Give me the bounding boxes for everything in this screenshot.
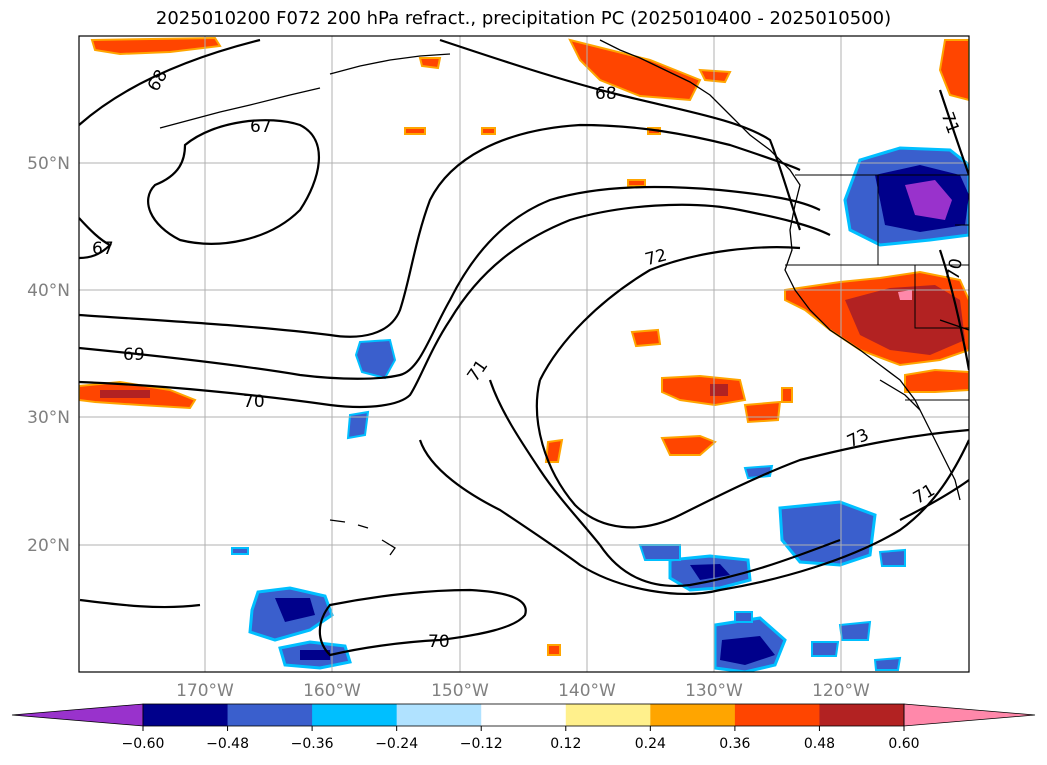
contour-label: 69 (123, 345, 145, 365)
contour-label: 68 (595, 84, 617, 104)
lon-label: 120°W (812, 681, 870, 701)
refractivity-contours (79, 38, 969, 657)
colorbar-frame (142, 703, 905, 727)
contour-label: 70 (243, 392, 265, 412)
political-borders (785, 174, 969, 401)
colorbar-segment (396, 704, 482, 726)
graticule (79, 36, 969, 672)
colorbar-tick-label: −0.48 (206, 736, 249, 752)
lat-label: 30°N (27, 408, 70, 428)
lon-label: 150°W (431, 681, 489, 701)
lon-label: 170°W (176, 681, 234, 701)
map-frame (78, 35, 970, 673)
colorbar-segment (481, 704, 567, 726)
lat-label: 20°N (27, 536, 70, 556)
lat-label: 40°N (27, 281, 70, 301)
lon-label: 140°W (558, 681, 616, 701)
lat-label: 50°N (27, 154, 70, 174)
colorbar-tick-label: 0.36 (719, 736, 750, 752)
colorbar-segment (227, 704, 313, 726)
latitude-labels: 50°N 40°N 30°N 20°N (27, 154, 70, 556)
colorbar-extend-high (903, 703, 1036, 727)
contour-label: 70 (943, 257, 966, 282)
colorbar-tick-label: 0.60 (888, 736, 919, 752)
map-background (79, 36, 969, 672)
colorbar-extend-low (11, 703, 144, 727)
contour-label: 70 (428, 632, 450, 652)
colorbar-tick-label: 0.12 (550, 736, 581, 752)
colorbar-tick-label: 0.48 (804, 736, 835, 752)
colorbar-tick-label: −0.12 (460, 736, 503, 752)
colorbar-segment (312, 704, 398, 726)
colorbar-segment (565, 704, 651, 726)
colorbar-segment (650, 704, 736, 726)
colorbar-tick-label: −0.60 (122, 736, 165, 752)
map-title: 2025010200 F072 200 hPa refract., precip… (155, 8, 892, 29)
colorbar-segment (819, 704, 905, 726)
colorbar-segment (143, 704, 229, 726)
lon-label: 160°W (303, 681, 361, 701)
contour-label: 67 (92, 239, 114, 259)
precip-shading (79, 36, 969, 672)
colorbar-segment (734, 704, 820, 726)
colorbar-tick-label: 0.24 (635, 736, 666, 752)
contour-label: 67 (250, 117, 272, 137)
lon-label: 130°W (685, 681, 743, 701)
colorbar-tick-label: −0.36 (291, 736, 334, 752)
colorbar: −0.60 −0.48 −0.36 −0.24 −0.12 0.12 0.24 0.36 0.4… (11, 703, 1036, 752)
longitude-labels: 170°W 160°W 150°W 140°W 130°W 120°W (176, 681, 870, 701)
colorbar-tick-label: −0.24 (375, 736, 418, 752)
